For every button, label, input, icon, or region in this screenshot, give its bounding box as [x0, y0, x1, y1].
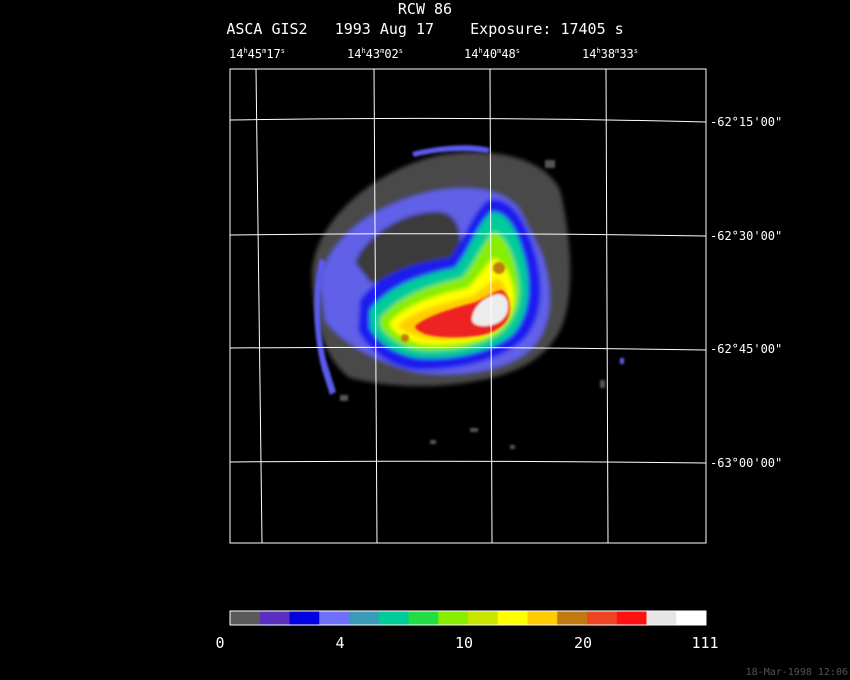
instrument-label: ASCA GIS2	[226, 20, 308, 38]
rim-left	[314, 258, 336, 395]
colorbar-label: 0	[215, 634, 224, 652]
colorbar-swatch	[527, 611, 558, 625]
colorbar-swatch	[616, 611, 647, 625]
colorbar-swatch	[319, 611, 350, 625]
ra-tick-label: 14h45m17s	[229, 47, 285, 61]
chart-subtitle: ASCA GIS2 1993 Aug 17 Exposure: 17405 s	[0, 20, 850, 38]
ra-tick-label: 14h40m48s	[464, 47, 520, 61]
ra-gridline	[605, 68, 609, 544]
dec-tick-label: -63°00'00"	[710, 456, 782, 470]
colorbar-swatch	[676, 611, 707, 625]
colorbar-label: 10	[455, 634, 473, 652]
ra-gridline	[373, 68, 378, 544]
ra-gridline	[489, 68, 493, 544]
xray-intensity-image	[312, 145, 624, 449]
colorbar-frame	[229, 610, 707, 626]
ra-tick-label: 14h38m33s	[582, 47, 638, 61]
dec-tick-label: -62°15'00"	[710, 115, 782, 129]
colorbar-swatch	[289, 611, 320, 625]
colorbar-label: 111	[691, 634, 718, 652]
chart-title: RCW 86	[397, 0, 453, 18]
dec-gridline	[229, 460, 707, 464]
colorbar-swatch	[438, 611, 469, 625]
date-label: 1993 Aug 17	[334, 20, 435, 38]
colorbar-label: 4	[335, 634, 344, 652]
plot-frame	[229, 68, 707, 544]
ra-gridline	[255, 68, 263, 544]
ra-tick-label: 14h43m02s	[347, 47, 403, 61]
colorbar-label: 20	[574, 634, 592, 652]
dec-tick-label: -62°30'00"	[710, 229, 782, 243]
colorbar-swatch	[557, 611, 588, 625]
coordinate-grid	[229, 68, 707, 544]
colorbar	[230, 611, 707, 625]
dec-gridline	[229, 117, 707, 123]
dec-gridline	[229, 233, 707, 237]
dec-gridline	[229, 346, 707, 351]
colorbar-swatch	[408, 611, 439, 625]
colorbar-swatch	[259, 611, 290, 625]
colorbar-swatch	[349, 611, 380, 625]
timestamp-footer: 18-Mar-1998 12:06	[745, 667, 848, 678]
colorbar-swatch	[646, 611, 677, 625]
colorbar-swatch	[378, 611, 409, 625]
colorbar-swatch	[468, 611, 499, 625]
dec-tick-label: -62°45'00"	[710, 342, 782, 356]
colorbar-swatch	[497, 611, 528, 625]
rim-top	[412, 145, 490, 157]
core-white	[471, 294, 508, 326]
exposure-label: Exposure: 17405 s	[470, 20, 624, 38]
colorbar-swatch	[230, 611, 261, 625]
colorbar-swatch	[587, 611, 618, 625]
